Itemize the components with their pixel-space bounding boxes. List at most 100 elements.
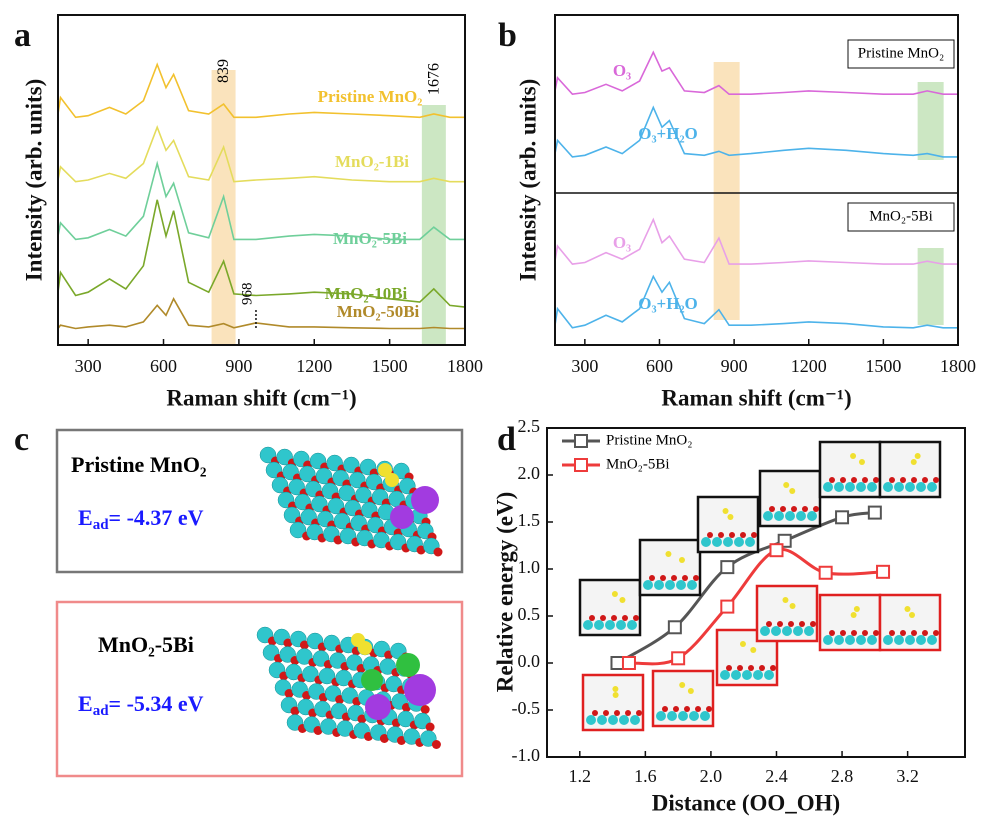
atom [687, 580, 697, 590]
energy-symbol: E [78, 505, 93, 530]
atom [856, 635, 866, 645]
atom [804, 626, 814, 636]
atom [845, 635, 855, 645]
atom [780, 506, 786, 512]
atom [682, 575, 688, 581]
atom [770, 665, 776, 671]
y-tick-label: 0.5 [518, 604, 541, 624]
atom [788, 621, 794, 627]
y-tick-label: -1.0 [512, 745, 541, 765]
x-axis-label: Raman shift (cm⁻¹) [661, 385, 851, 410]
atom [365, 694, 391, 720]
atom [802, 506, 808, 512]
atom [421, 705, 430, 714]
x-tick-label: 1500 [865, 356, 901, 376]
atom [630, 715, 640, 725]
series-label: MnO₂-5Bi [333, 229, 407, 248]
atom [750, 647, 756, 653]
marker [877, 566, 889, 578]
atom [845, 482, 855, 492]
y-tick-label: 2.5 [518, 416, 541, 436]
atom [873, 477, 879, 483]
atom [603, 710, 609, 716]
atom [723, 537, 733, 547]
series-label: MnO₂-50Bi [337, 302, 420, 321]
x-tick-label: 1.6 [634, 766, 657, 786]
atom [720, 670, 730, 680]
series-label: O₃+H₂O [638, 124, 698, 143]
atom [612, 591, 618, 597]
atom [432, 740, 441, 749]
atom [684, 706, 690, 712]
y-tick-label: 1.5 [518, 510, 541, 530]
atom [688, 688, 694, 694]
atom [679, 557, 685, 563]
atom [633, 615, 639, 621]
atom [689, 711, 699, 721]
atom [358, 641, 372, 655]
atom [834, 482, 844, 492]
legend-marker [575, 459, 587, 471]
atom [678, 711, 688, 721]
highlight-band [422, 105, 446, 345]
atom [862, 477, 868, 483]
atom [361, 669, 383, 691]
energy-text: = -4.37 eV [109, 505, 204, 530]
series-label: O₃ [613, 233, 631, 252]
atom [612, 686, 618, 692]
band-label: 839 [215, 59, 232, 83]
atom [873, 630, 879, 636]
x-tick-label: 1200 [791, 356, 827, 376]
panel-label: c [14, 421, 29, 458]
atom [701, 537, 711, 547]
atom [583, 620, 593, 630]
atom [851, 477, 857, 483]
x-tick-label: 600 [646, 356, 673, 376]
atom [922, 477, 928, 483]
atom [922, 630, 928, 636]
atom [840, 477, 846, 483]
atom [850, 453, 856, 459]
atom [867, 482, 877, 492]
x-tick-label: 300 [571, 356, 598, 376]
atom [799, 621, 805, 627]
legend-marker [575, 435, 587, 447]
box-title: MnO₂-5Bi [98, 632, 194, 657]
marker [869, 507, 881, 519]
marker [721, 561, 733, 573]
atom [810, 621, 816, 627]
highlight-band [918, 248, 944, 325]
energy: Ead= -5.34 eV [78, 691, 204, 719]
atom [636, 710, 642, 716]
atom [600, 615, 606, 621]
atom [894, 482, 904, 492]
series-label: O₃ [613, 61, 631, 80]
atom [729, 532, 735, 538]
atom [396, 653, 420, 677]
atom [742, 670, 752, 680]
atom [791, 506, 797, 512]
series-label: MnO₂-10Bi [325, 284, 408, 303]
atom [823, 482, 833, 492]
x-tick-label: 2.0 [700, 766, 723, 786]
atom [385, 473, 399, 487]
atom [813, 506, 819, 512]
atom [823, 635, 833, 645]
atom [796, 511, 806, 521]
atom [856, 482, 866, 492]
x-tick-label: 3.2 [896, 766, 919, 786]
panel-label: a [14, 17, 31, 54]
panel-label: b [498, 17, 517, 54]
atom [740, 532, 746, 538]
atom [616, 620, 626, 630]
atom [782, 626, 792, 636]
annotation: 968 [239, 283, 255, 306]
atom [656, 711, 666, 721]
atom [760, 626, 770, 636]
x-tick-label: 1200 [296, 356, 332, 376]
y-tick-label: 0.0 [518, 651, 541, 671]
atom [807, 511, 817, 521]
highlight-band [714, 62, 740, 320]
atom [915, 453, 921, 459]
atom [916, 635, 926, 645]
